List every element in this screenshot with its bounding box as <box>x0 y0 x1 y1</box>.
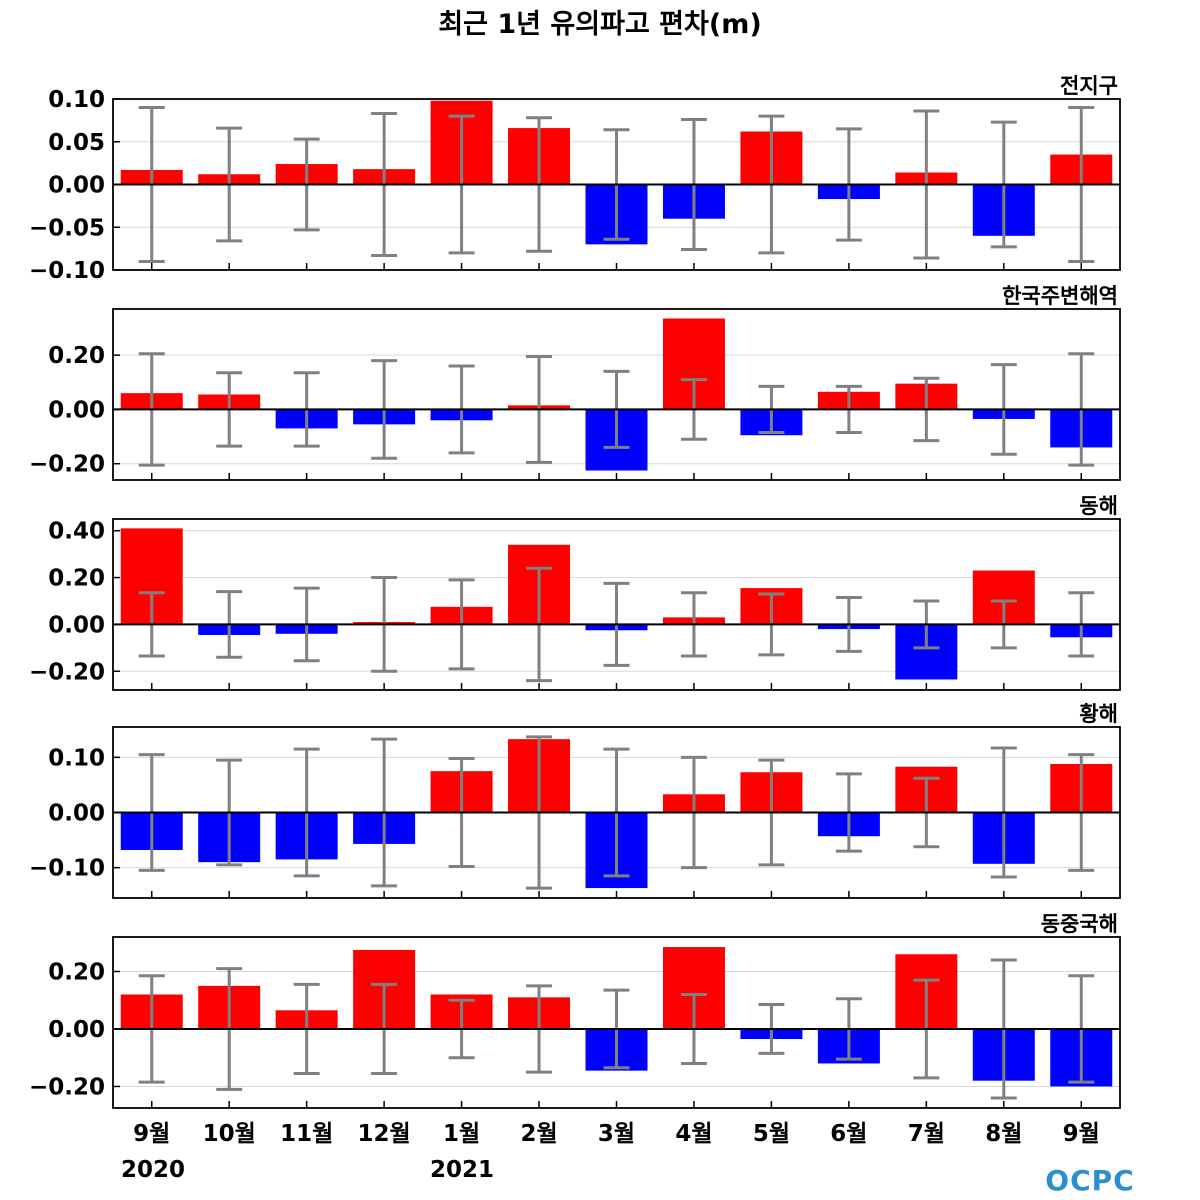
xtick-label: 4월 <box>675 1121 712 1147</box>
xtick-label: 12월 <box>358 1121 411 1147</box>
panel-region-label: 전지구 <box>1060 74 1118 98</box>
panel-region-label: 동중국해 <box>1041 912 1118 936</box>
ytick-label: −0.10 <box>29 258 105 284</box>
ytick-label: −0.20 <box>29 1074 105 1100</box>
panel-region-label: 동해 <box>1079 494 1118 518</box>
ytick-label: −0.10 <box>29 856 105 882</box>
ytick-label: −0.20 <box>29 452 105 478</box>
xtick-label: 9월 <box>1063 1121 1100 1147</box>
ytick-label: 0.10 <box>48 745 105 771</box>
ytick-label: 0.00 <box>48 801 105 827</box>
panel-frame <box>112 936 1121 1109</box>
panel-5: 동중국해 0.20 0.00 −0.20 <box>29 912 1121 1109</box>
ytick-label: −0.20 <box>29 659 105 685</box>
year-label-2020: 2020 <box>121 1157 185 1183</box>
xtick-label: 3월 <box>598 1121 635 1147</box>
ytick-label: 0.00 <box>48 173 105 199</box>
ytick-label: 0.00 <box>48 1017 105 1043</box>
panel-frame <box>112 98 1121 271</box>
ytick-label: 0.40 <box>48 519 105 545</box>
ytick-label: 0.20 <box>48 959 105 985</box>
xtick-label: 7월 <box>908 1121 945 1147</box>
ytick-label: 0.00 <box>48 612 105 638</box>
ytick-label: 0.10 <box>48 87 105 113</box>
panel-1: 전지구 0.10 0.05 0.00 −0.05 −0.10 <box>29 74 1121 284</box>
year-label-2021: 2021 <box>430 1157 494 1183</box>
panel-4: 황해 0.10 0.00 −0.10 <box>29 702 1121 899</box>
panel-region-label: 황해 <box>1079 702 1118 726</box>
panel-3: 동해 0.40 0.20 0.00 −0.20 <box>29 494 1121 691</box>
xtick-label: 5월 <box>753 1121 790 1147</box>
xtick-label: 9월 <box>133 1121 170 1147</box>
xtick-label: 6월 <box>830 1121 867 1147</box>
xtick-label: 8월 <box>985 1121 1022 1147</box>
xtick-label: 2월 <box>520 1121 557 1147</box>
xtick-label: 11월 <box>280 1121 333 1147</box>
xtick-label: 1월 <box>443 1121 480 1147</box>
ytick-label: 0.20 <box>48 343 105 369</box>
ocpc-logo: OCPC <box>1045 1164 1134 1197</box>
panel-frame <box>112 518 1121 691</box>
ytick-label: 0.05 <box>48 130 105 156</box>
panel-2: 한국주변해역 0.20 0.00 −0.20 <box>29 284 1121 481</box>
ytick-label: 0.00 <box>48 397 105 423</box>
panel-frame <box>112 726 1121 899</box>
ytick-label: 0.20 <box>48 566 105 592</box>
panel-region-label: 한국주변해역 <box>1002 284 1118 308</box>
xtick-label: 10월 <box>203 1121 256 1147</box>
ytick-label: −0.05 <box>29 215 105 241</box>
chart-title: 최근 1년 유의파고 편차(m) <box>438 9 761 40</box>
panel-frame <box>112 308 1121 481</box>
